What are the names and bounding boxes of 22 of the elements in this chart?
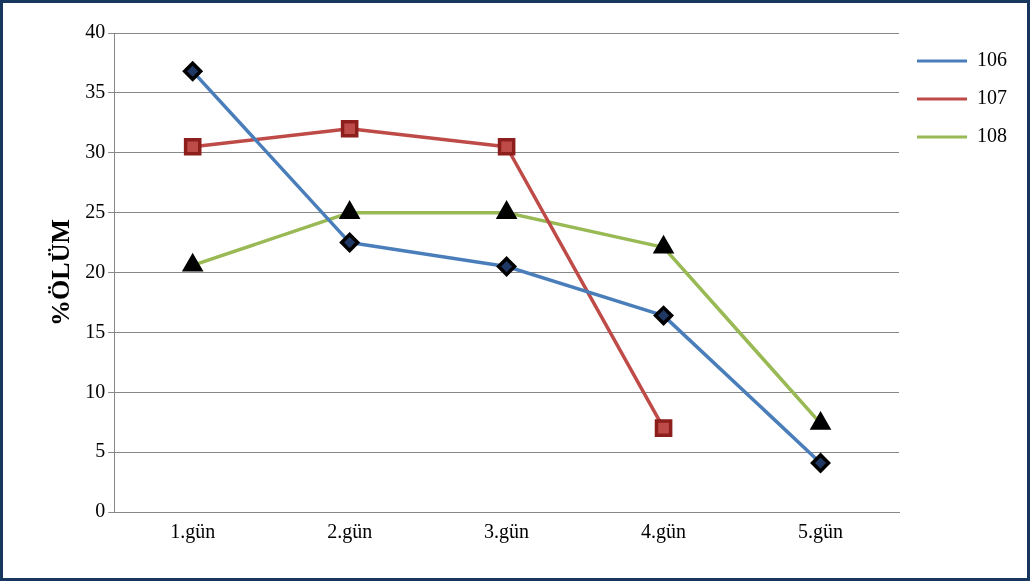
x-tick-label: 5.gün [798, 520, 844, 544]
y-tick-label: 5 [95, 439, 106, 462]
legend-label: 107 [977, 86, 1007, 109]
x-tick-label: 3.gün [484, 520, 530, 544]
y-tick-label: 0 [95, 499, 106, 522]
legend-label: 108 [977, 124, 1007, 147]
y-tick-label: 15 [85, 319, 106, 342]
x-tick-label: 4.gün [641, 520, 687, 544]
legend-label: 106 [977, 48, 1007, 71]
point [654, 419, 673, 437]
y-tick-label: 20 [85, 259, 106, 282]
x-tick-label: 1.gün [170, 520, 216, 544]
point [340, 119, 359, 138]
y-tick-label: 10 [85, 379, 106, 402]
y-tick-label: 40 [85, 20, 106, 43]
point [497, 137, 516, 156]
y-axis-title: %ÖLÜM [46, 219, 76, 326]
y-tick-label: 30 [85, 140, 106, 162]
point [183, 137, 202, 156]
y-tick-label: 25 [85, 199, 106, 222]
x-tick-label: 2.gün [327, 520, 373, 544]
y-tick-label: 35 [85, 80, 106, 103]
